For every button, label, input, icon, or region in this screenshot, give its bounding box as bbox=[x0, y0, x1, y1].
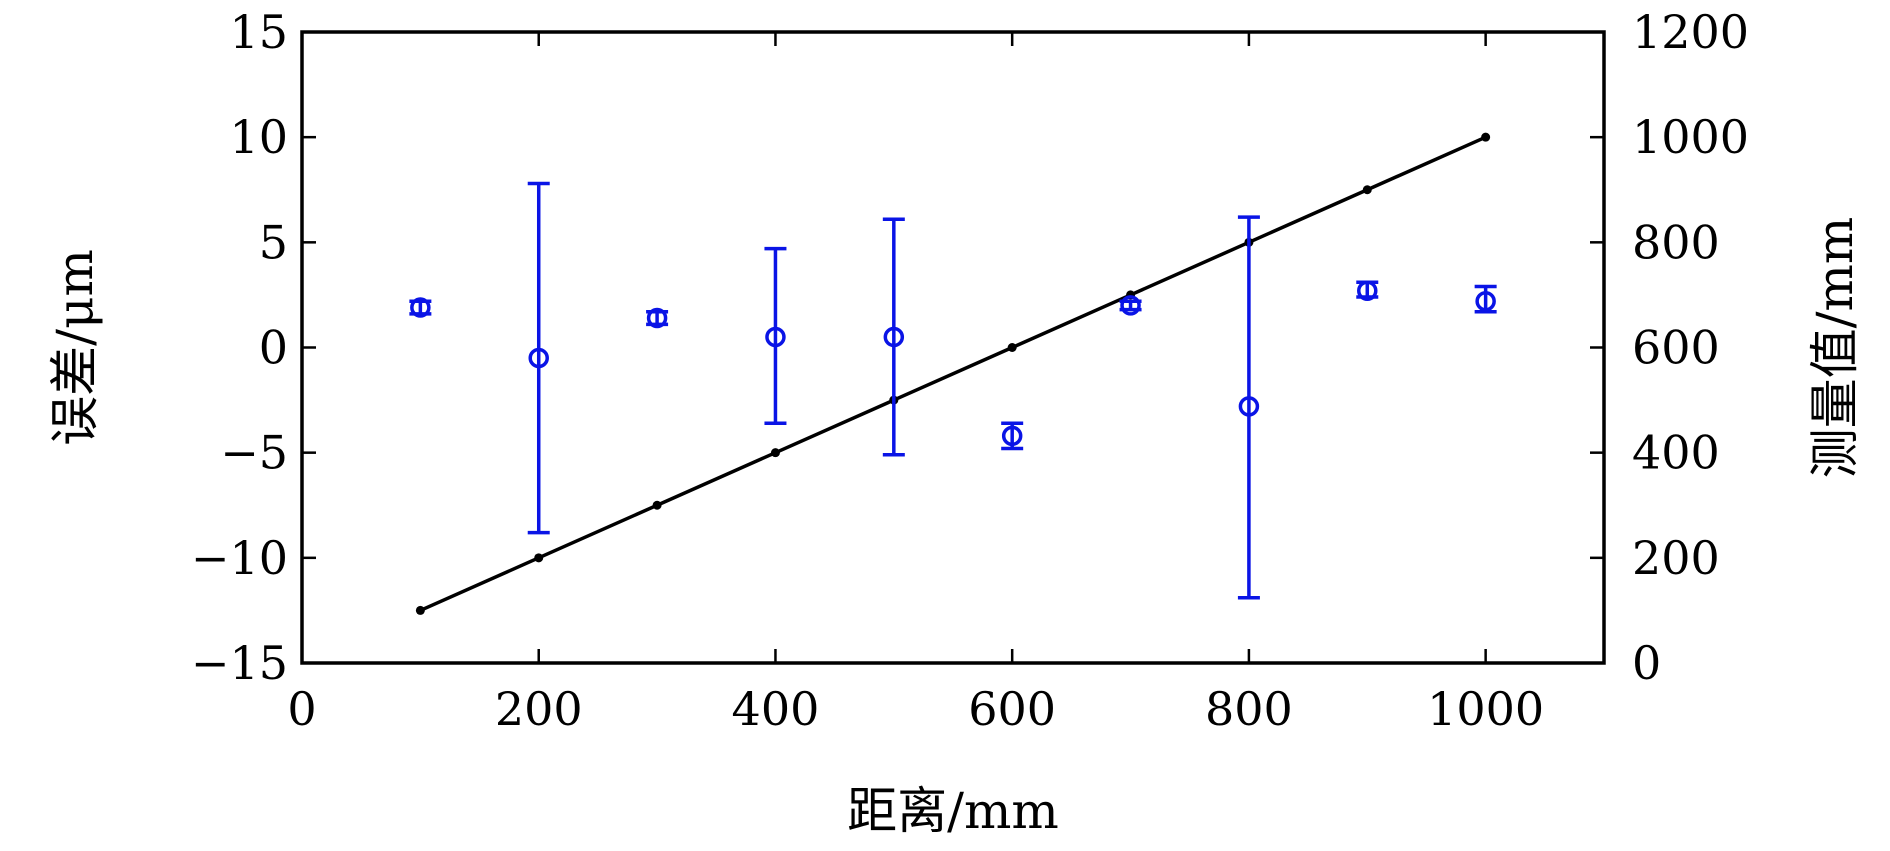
x-tick-label: 200 bbox=[495, 682, 583, 736]
measured-value-line bbox=[419, 135, 1487, 613]
x-tick-label: 0 bbox=[287, 682, 316, 736]
y-left-tick-label: −15 bbox=[191, 636, 288, 690]
error-point bbox=[1238, 396, 1260, 417]
error-point bbox=[1001, 425, 1023, 447]
error-point bbox=[528, 347, 549, 369]
measured-value-point bbox=[415, 605, 425, 615]
y-left-tick-label: 0 bbox=[259, 321, 288, 375]
y-right-tick-label: 600 bbox=[1632, 321, 1720, 375]
error-point bbox=[1357, 280, 1378, 301]
x-axis-title: 距离/mm bbox=[847, 782, 1059, 840]
y-right-tick-label: 400 bbox=[1632, 426, 1720, 480]
measured-value-point bbox=[1007, 343, 1017, 352]
y-right-tick-label: 1000 bbox=[1632, 110, 1749, 164]
y-left-tick-label: −10 bbox=[191, 531, 288, 585]
y-left-tick-label: −5 bbox=[220, 426, 288, 480]
y-right-tick-label: 200 bbox=[1632, 531, 1720, 585]
plot-area bbox=[300, 30, 1606, 665]
error-point bbox=[1475, 290, 1496, 312]
series-measured-values bbox=[415, 132, 1491, 615]
y-axis-left-title: 误差/μm bbox=[46, 249, 104, 446]
y-right-tick-label: 0 bbox=[1632, 636, 1661, 690]
x-tick-label: 400 bbox=[732, 682, 820, 736]
measured-value-point bbox=[652, 500, 662, 510]
y-left-tick-label: 5 bbox=[259, 215, 288, 269]
x-tick-label: 1000 bbox=[1427, 682, 1544, 736]
x-tick-label: 600 bbox=[968, 682, 1056, 736]
measured-value-point bbox=[534, 553, 544, 563]
plot-frame bbox=[300, 30, 1606, 665]
series-errors bbox=[409, 181, 1497, 600]
error-point bbox=[1120, 295, 1141, 316]
y-axis-right-title: 测量值/mm bbox=[1806, 217, 1864, 479]
measured-value-point bbox=[1362, 185, 1372, 195]
y-right-tick-label: 800 bbox=[1632, 215, 1720, 269]
y-right-tick-label: 1200 bbox=[1632, 5, 1749, 59]
error-point bbox=[883, 326, 905, 348]
x-tick-label: 800 bbox=[1205, 682, 1293, 736]
y-left-tick-label: 10 bbox=[229, 110, 288, 164]
measured-value-point bbox=[1481, 132, 1491, 142]
error-point bbox=[410, 297, 431, 318]
y-left-tick-label: 15 bbox=[229, 5, 288, 59]
error-point bbox=[765, 326, 786, 348]
tick-labels: 0 200 400 600 800 1000 −15 −10 −5 0 5 10 15 0 200 400 60… bbox=[191, 5, 1749, 736]
error-point bbox=[646, 307, 668, 329]
measured-value-point bbox=[770, 448, 780, 458]
axis-ticks bbox=[300, 30, 1604, 665]
